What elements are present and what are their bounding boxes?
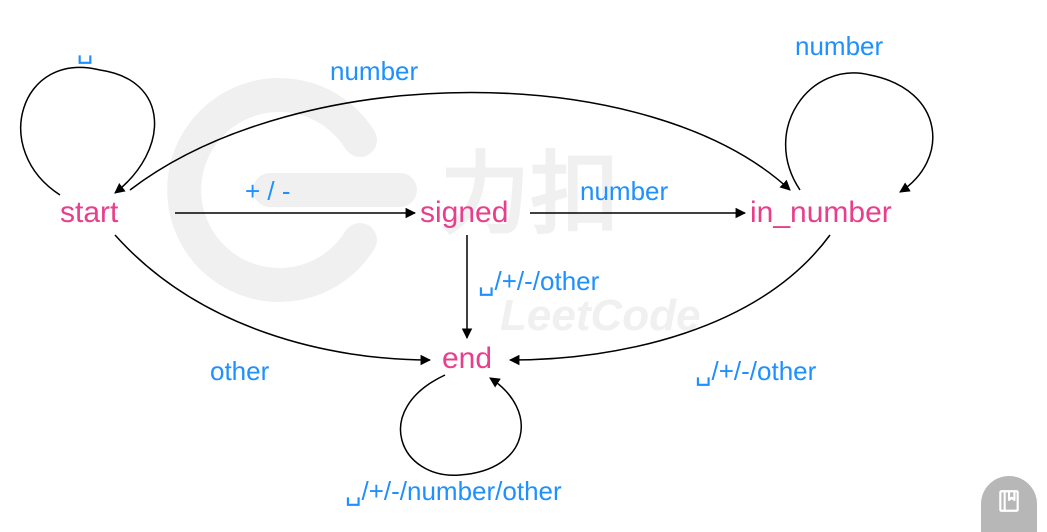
label-start-innumber: number bbox=[330, 56, 418, 86]
state-machine-diagram: 力扣 LeetCode start signed in_number end ␣… bbox=[0, 0, 1047, 532]
notes-button[interactable] bbox=[981, 476, 1037, 532]
label-start-self: ␣ bbox=[77, 34, 94, 64]
book-icon bbox=[996, 488, 1022, 514]
label-innumber-self: number bbox=[795, 31, 883, 61]
label-start-signed: + / - bbox=[245, 176, 291, 206]
label-innumber-end: ␣/+/-/other bbox=[695, 356, 817, 386]
edge-start-self bbox=[21, 67, 155, 195]
node-signed: signed bbox=[420, 196, 508, 229]
watermark-brand-text: LeetCode bbox=[500, 291, 700, 340]
node-start: start bbox=[60, 196, 119, 229]
node-end: end bbox=[442, 342, 492, 375]
label-signed-innumber: number bbox=[580, 176, 668, 206]
edge-innumber-self bbox=[786, 73, 933, 192]
edge-end-self bbox=[401, 375, 522, 475]
label-start-end: other bbox=[210, 356, 270, 386]
label-end-self: ␣/+/-/number/other bbox=[345, 476, 562, 506]
label-signed-end: ␣/+/-/other bbox=[478, 266, 600, 296]
node-in-number: in_number bbox=[750, 196, 892, 229]
